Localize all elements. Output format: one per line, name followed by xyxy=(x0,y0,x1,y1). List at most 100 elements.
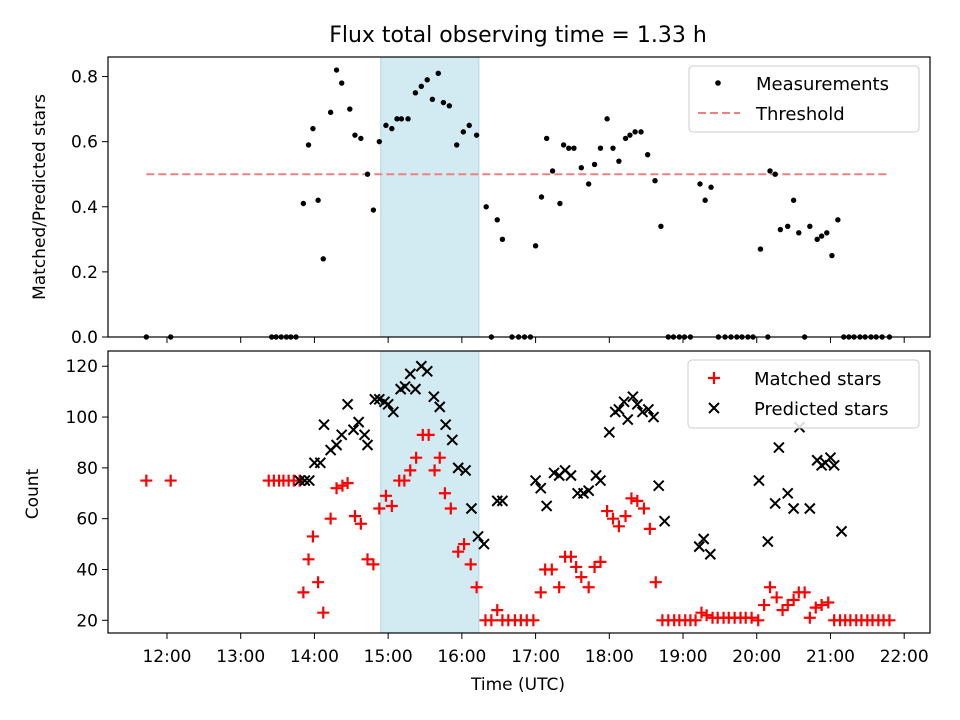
measurement-point xyxy=(473,132,480,138)
bottom-panel-frame xyxy=(107,350,931,634)
predicted-star-point xyxy=(594,474,607,487)
predicted-star-point xyxy=(421,365,433,378)
matched-star-point xyxy=(330,482,343,495)
predicted-star-point xyxy=(439,418,452,431)
matched-star-point xyxy=(433,451,446,464)
bottom-xtick-label: 19:00 xyxy=(659,647,708,667)
predicted-star-point xyxy=(446,434,458,446)
bottom-xtick-label: 21:00 xyxy=(806,647,855,667)
measurement-point xyxy=(418,83,425,90)
measurement-point xyxy=(767,168,773,174)
matched-star-point xyxy=(689,614,702,627)
bottom-xtick-label: 17:00 xyxy=(511,647,560,667)
predicted-star-point xyxy=(582,485,595,497)
bottom-xtick-label: 18:00 xyxy=(585,647,634,667)
matched-star-point xyxy=(637,502,650,515)
top-ytick-label: 0.6 xyxy=(71,133,98,153)
predicted-star-point xyxy=(697,533,710,545)
measurement-point xyxy=(796,230,802,236)
matched-star-point xyxy=(422,428,435,441)
measurement-point xyxy=(807,223,813,230)
top-y-ticks: 0.0 0.2 0.4 0.6 0.8 xyxy=(71,68,108,348)
bottom-panel-span xyxy=(380,350,480,634)
predicted-star-point xyxy=(404,368,416,380)
measurement-point xyxy=(772,171,778,177)
predicted-star-point xyxy=(773,441,785,454)
predicted-star-point xyxy=(647,411,660,423)
measurement-point xyxy=(412,90,419,96)
matched-star-point xyxy=(815,599,828,612)
legend-measurements-marker xyxy=(715,80,721,86)
matched-star-point xyxy=(545,563,558,576)
bottom-ytick-label: 20 xyxy=(76,611,98,631)
measurement-point xyxy=(538,194,545,200)
matched-star-point xyxy=(822,596,835,609)
measurement-point xyxy=(494,217,500,223)
predicted-star-point xyxy=(352,416,365,428)
matched-star-point xyxy=(324,512,337,525)
predicted-star-point xyxy=(828,459,840,472)
matched-star-point xyxy=(302,553,315,566)
top-panel-frame xyxy=(107,56,931,338)
legend-predicted-label: Predicted stars xyxy=(754,399,888,420)
matched-star-point xyxy=(631,494,644,507)
measurement-point xyxy=(597,145,604,151)
predicted-star-point xyxy=(335,429,348,441)
measurement-point xyxy=(376,138,382,145)
legend-matched-label: Matched stars xyxy=(754,369,881,390)
legend-threshold-label: Threshold xyxy=(755,104,845,125)
matched-star-point xyxy=(354,517,367,530)
matched-star-point xyxy=(458,538,471,551)
measurement-point xyxy=(483,204,489,210)
matched-star-point xyxy=(575,571,588,584)
measurement-point xyxy=(616,158,622,164)
measurement-point xyxy=(370,207,377,213)
matched-star-point xyxy=(534,586,547,599)
predicted-star-point xyxy=(361,439,374,451)
matched-star-point xyxy=(758,599,771,612)
predicted-star-point xyxy=(299,474,311,487)
measurement-point xyxy=(790,197,797,203)
top-panel-span xyxy=(380,56,480,338)
measurement-point xyxy=(644,151,651,158)
measurement-point xyxy=(627,132,633,138)
measurement-point xyxy=(446,103,453,109)
bottom-ytick-label: 80 xyxy=(76,459,98,479)
measurement-point xyxy=(364,171,371,177)
matched-star-point xyxy=(491,604,504,617)
matched-star-point xyxy=(764,581,777,594)
predicted-star-point xyxy=(753,474,765,487)
predicted-star-point xyxy=(347,424,360,436)
measurement-point xyxy=(424,77,430,83)
predicted-star-point xyxy=(824,451,837,464)
matched-star-point xyxy=(164,474,177,487)
measurement-point xyxy=(347,106,353,112)
top-ytick-label: 0.4 xyxy=(71,198,98,218)
measurement-point xyxy=(785,223,791,230)
bottom-ytick-label: 60 xyxy=(76,510,98,530)
x-axis-label: Time (UTC) xyxy=(470,675,565,695)
measurement-point xyxy=(777,226,784,233)
measurement-point xyxy=(622,135,629,142)
measurement-point xyxy=(697,181,703,187)
matched-star-point xyxy=(695,606,708,619)
top-legend: Measurements Threshold xyxy=(688,65,920,133)
measurement-point xyxy=(708,184,714,190)
top-panel: 0.00.20.40.60.8 Matched/Predicted stars … xyxy=(30,56,931,348)
top-legend-box xyxy=(688,65,920,133)
bottom-y-ticks: 20 40 60 80 100 120 xyxy=(66,357,108,631)
predicted-star-point xyxy=(314,457,327,469)
matched-star-point xyxy=(410,451,423,464)
top-ytick-label: 0.0 xyxy=(71,328,98,348)
measurement-point xyxy=(702,197,708,203)
measurement-point xyxy=(398,116,405,122)
predicted-star-point xyxy=(434,401,446,413)
measurement-point xyxy=(352,132,358,138)
measurement-point xyxy=(300,200,307,207)
measurement-point xyxy=(549,168,556,174)
measurement-point xyxy=(394,116,400,122)
matched-star-point xyxy=(883,614,896,627)
measurement-point xyxy=(566,145,572,151)
matched-star-point xyxy=(619,510,632,523)
matched-star-point xyxy=(745,611,758,624)
